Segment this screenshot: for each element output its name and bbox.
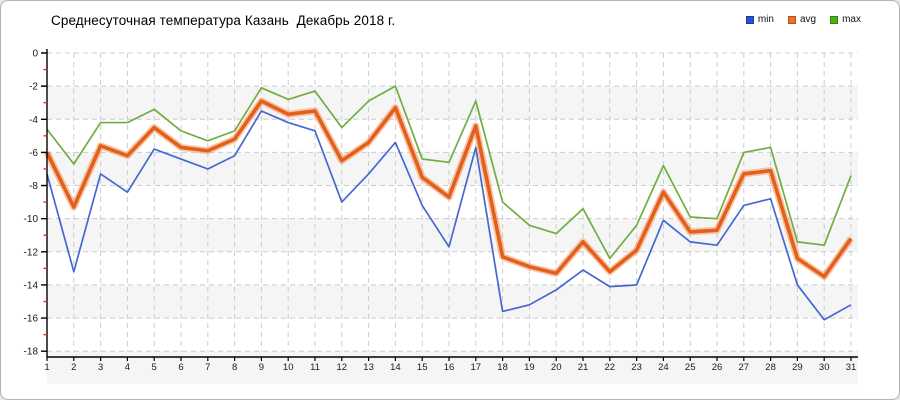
x-tick-label: 2 (71, 362, 76, 373)
legend-label-avg: avg (799, 14, 817, 25)
y-tick-label: -6 (29, 148, 38, 159)
chart-title: Среднесуточная температура Казань Декабр… (51, 13, 396, 28)
y-tick-label: -14 (24, 280, 39, 291)
legend-label-min: min (757, 14, 774, 25)
x-tick-label: 17 (471, 362, 482, 373)
x-tick-label: 24 (658, 362, 669, 373)
legend-label-max: max (842, 14, 861, 25)
x-tick-label: 23 (631, 362, 642, 373)
x-tick-label: 15 (417, 362, 428, 373)
y-tick-label: -4 (29, 115, 38, 126)
series-min-line (46, 110, 852, 321)
series-max-line (46, 85, 852, 260)
x-tick-label: 31 (846, 362, 857, 373)
x-tick-label: 1 (44, 362, 49, 373)
x-tick-label: 9 (259, 362, 264, 373)
x-tick-label: 16 (444, 362, 455, 373)
x-tick-label: 26 (712, 362, 723, 373)
x-tick-label: 27 (739, 362, 750, 373)
legend-item-avg: avg (787, 14, 817, 25)
plot-band (47, 284, 858, 319)
x-tick-label: 6 (178, 362, 183, 373)
y-tick-label: -2 (29, 82, 38, 93)
x-tick-label: 20 (551, 362, 562, 373)
x-tick-label: 19 (524, 362, 535, 373)
x-tick-label: 14 (390, 362, 401, 373)
x-tick-label: 12 (337, 362, 348, 373)
legend-swatch-max (830, 15, 839, 24)
y-tick-label: 0 (32, 49, 38, 60)
y-tick-label: -16 (24, 314, 39, 325)
legend-swatch-avg (787, 15, 796, 24)
x-tick-label: 11 (310, 362, 320, 373)
x-tick-label: 10 (283, 362, 294, 373)
legend-swatch-min (745, 15, 754, 24)
x-tick-label: 18 (497, 362, 508, 373)
x-tick-label: 7 (205, 362, 210, 373)
x-tick-label: 21 (578, 362, 589, 373)
x-tick-label: 25 (685, 362, 696, 373)
series-avg-line (45, 99, 853, 279)
x-tick-label: 29 (792, 362, 803, 373)
x-tick-label: 22 (605, 362, 616, 373)
plot-band (47, 86, 858, 120)
y-tick-label: -8 (29, 181, 38, 192)
x-tick-label: 13 (363, 362, 374, 373)
legend-item-min: min (745, 14, 774, 25)
y-tick-label: -10 (24, 214, 39, 225)
x-tick-label: 3 (98, 362, 103, 373)
x-tick-label: 30 (819, 362, 830, 373)
y-tick-label: -12 (24, 247, 39, 258)
legend-item-max: max (830, 14, 861, 25)
chart-legend: min avg max (745, 14, 861, 25)
x-tick-label: 4 (125, 362, 130, 373)
x-tick-label: 8 (232, 362, 237, 373)
x-tick-label: 5 (152, 362, 157, 373)
x-tick-label: 28 (765, 362, 776, 373)
y-tick-label: -18 (24, 347, 39, 358)
